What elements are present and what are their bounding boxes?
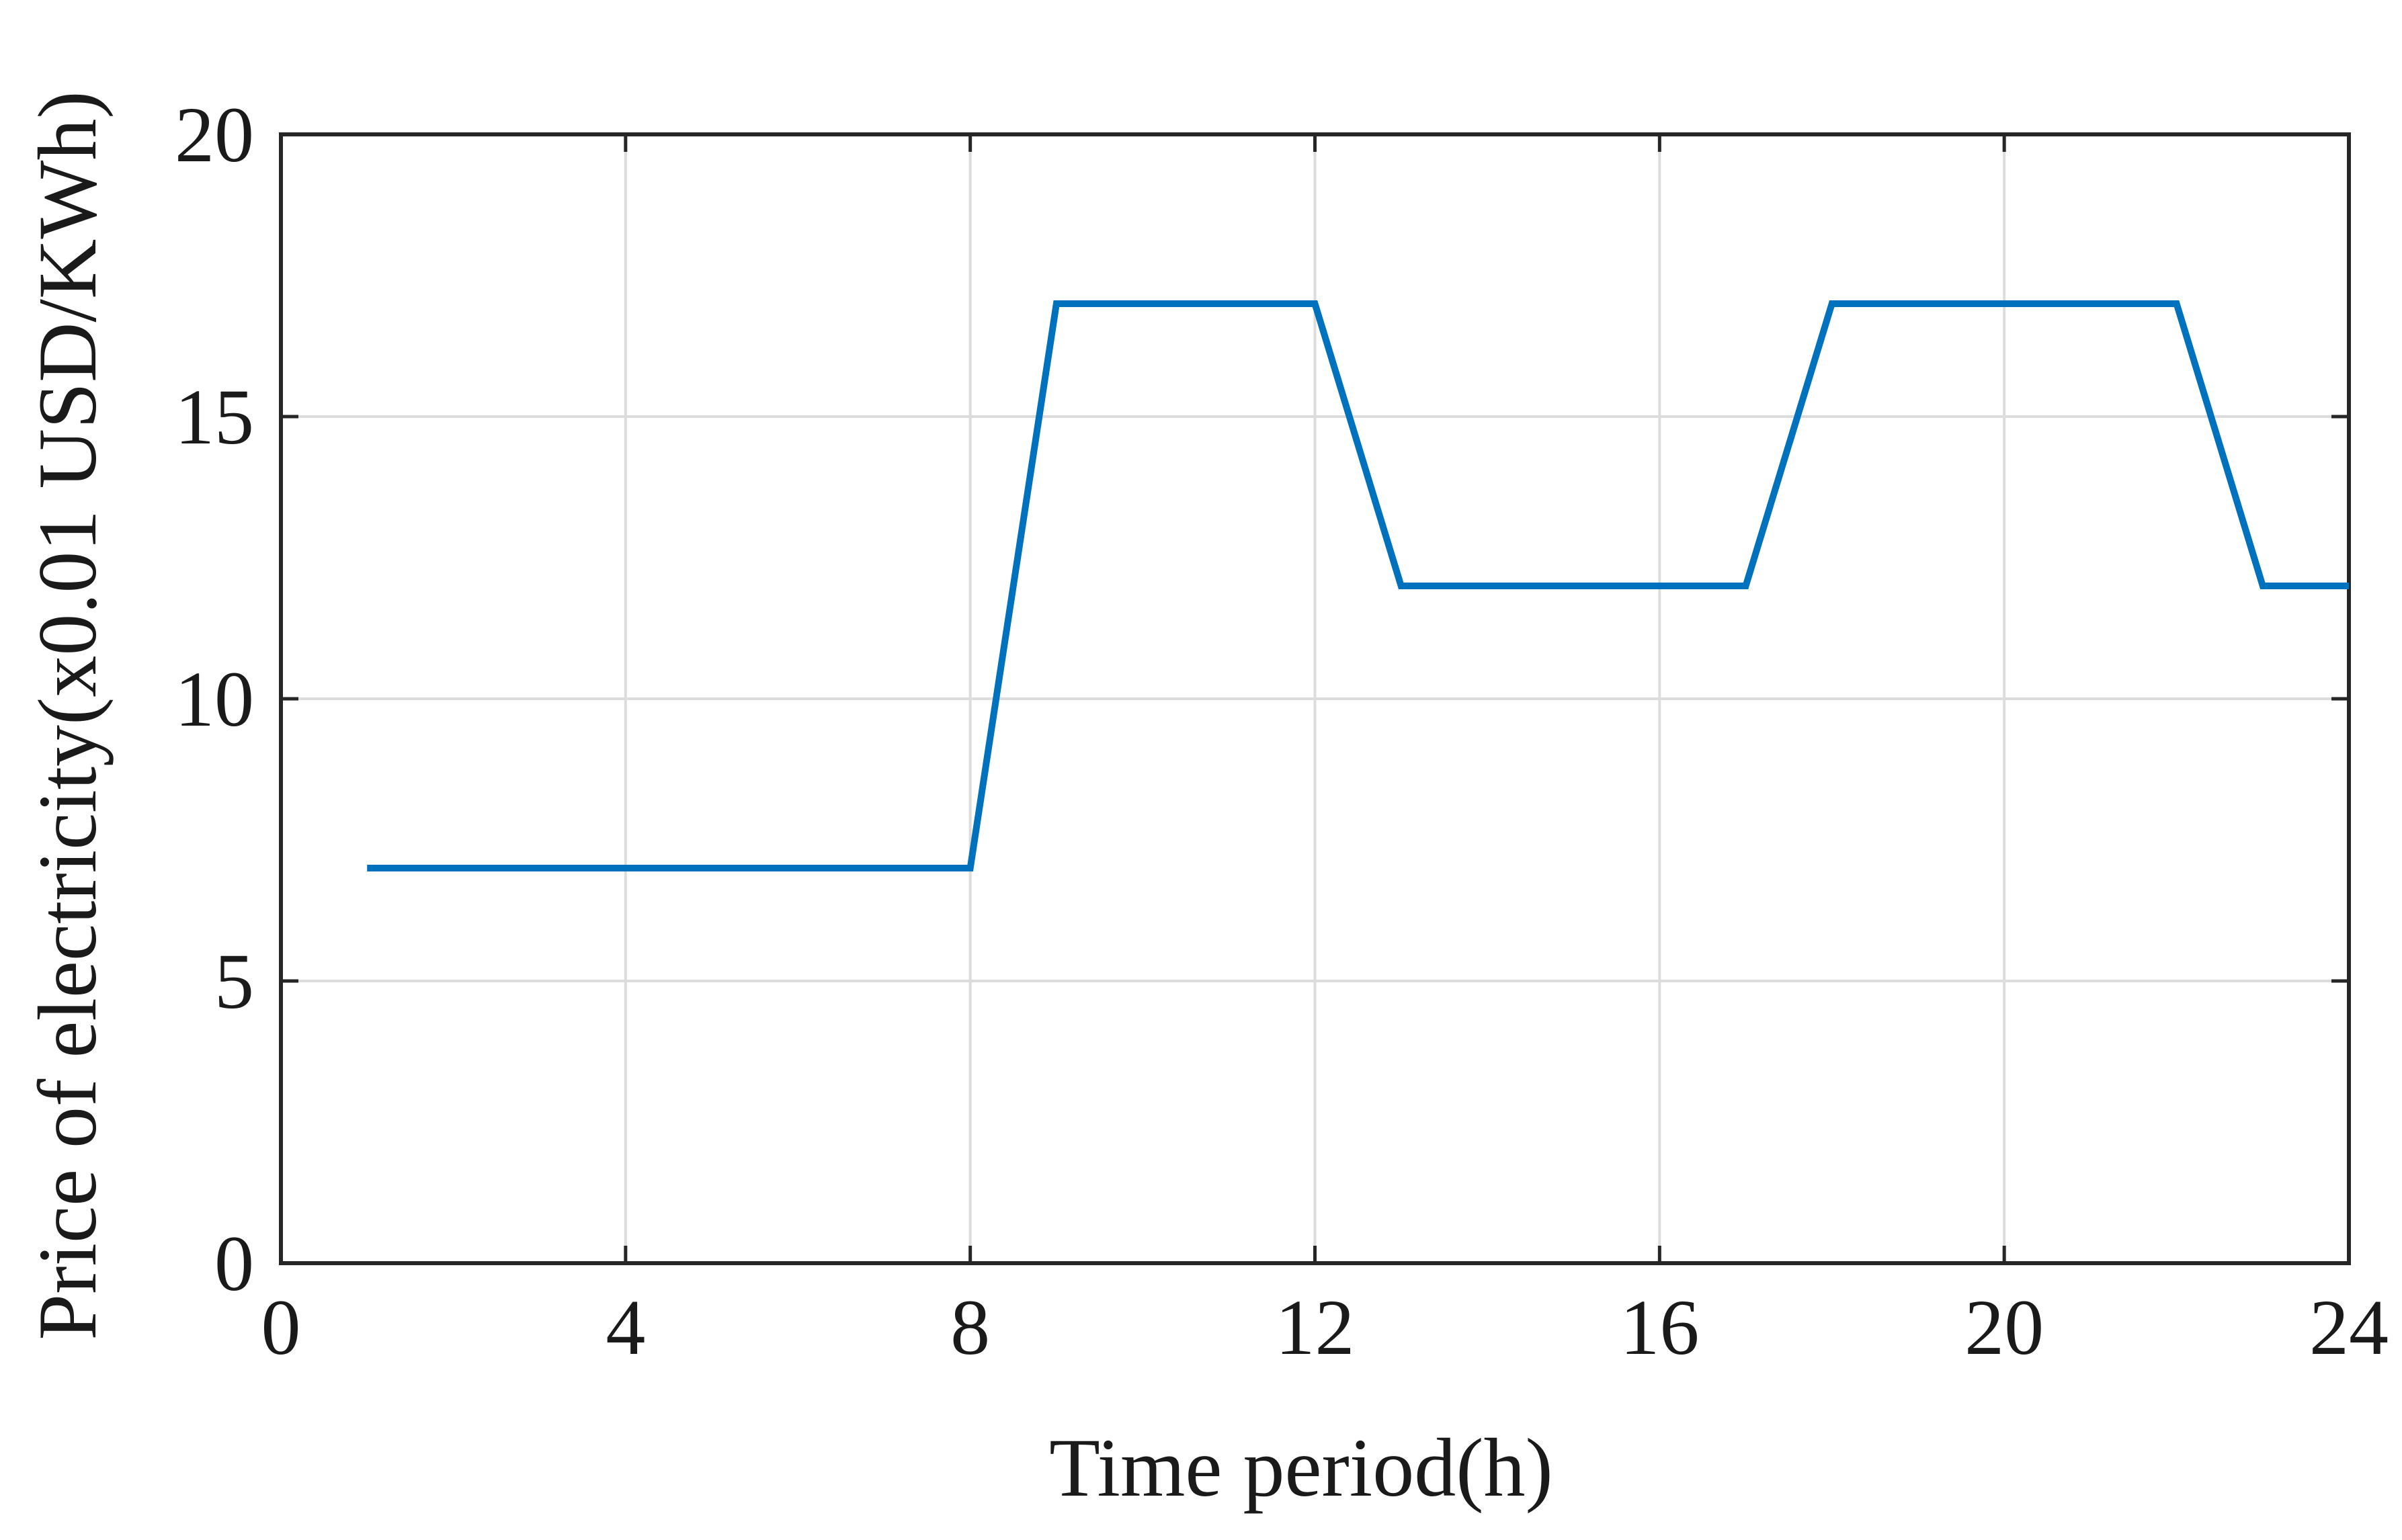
x-tick-label-12: 12 [1276,1283,1355,1371]
x-tick-label-24: 24 [2309,1283,2389,1371]
x-tick-label-4: 4 [606,1283,645,1371]
x-tick-label-16: 16 [1620,1283,1699,1371]
series-line-0 [367,300,2349,871]
x-tick-label-8: 8 [950,1283,990,1371]
y-axis-label: Price of electricity(x0.01 USD/KWh) [22,91,114,1340]
y-tick-label-5: 5 [214,937,254,1025]
plot-frame [279,132,2351,1265]
tick-labels: 0 4 8 12 16 20 24 0 5 10 15 20 [175,91,2389,1371]
y-tick-label-20: 20 [175,91,254,179]
y-tick-label-15: 15 [175,373,254,461]
series-layer [367,300,2349,871]
x-tick-label-20: 20 [1964,1283,2044,1371]
y-tick-label-10: 10 [175,655,254,743]
x-axis-label: Time period(h) [1049,1422,1553,1514]
x-tick-label-0: 0 [261,1283,301,1371]
y-tick-label-0: 0 [214,1220,254,1308]
axes [279,132,2351,1265]
